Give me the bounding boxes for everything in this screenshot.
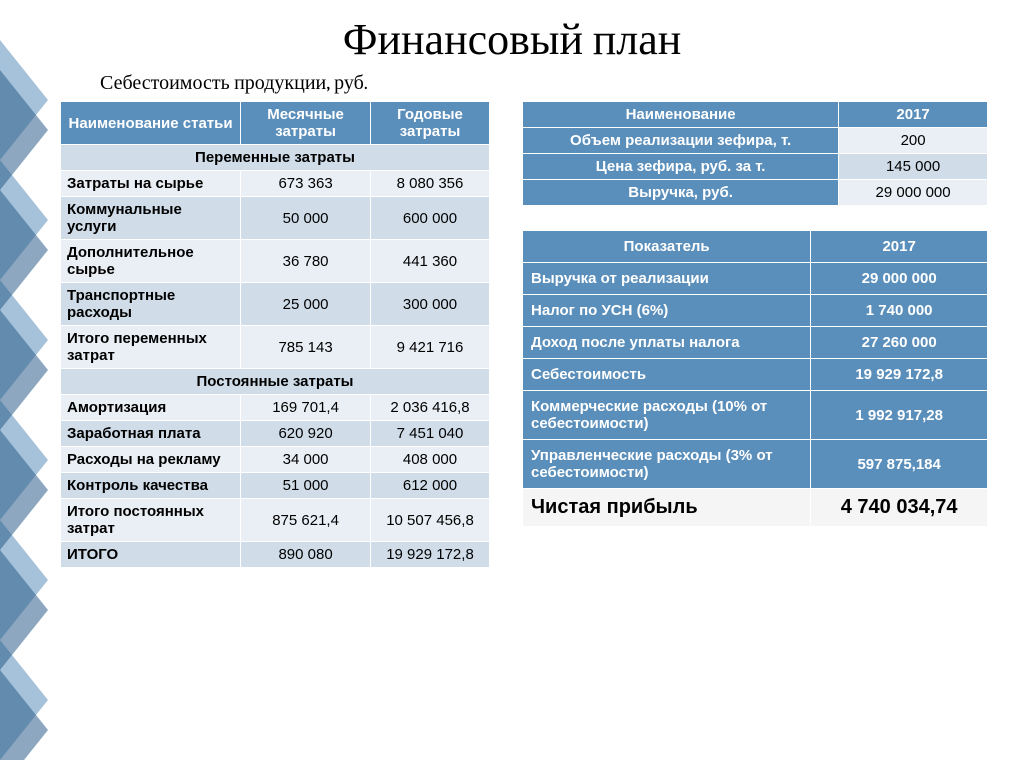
subtitle: Себестоимость продукции, руб. (0, 71, 1024, 101)
net-profit-row: Чистая прибыль 4 740 034,74 (523, 489, 988, 527)
table-row: Амортизация 169 701,4 2 036 416,8 (61, 395, 490, 421)
table-row: Объем реализации зефира, т. 200 (523, 128, 988, 154)
table-row: Доход после уплаты налога 27 260 000 (523, 327, 988, 359)
table-row: Себестоимость 19 929 172,8 (523, 359, 988, 391)
table-row: Затраты на сырье 673 363 8 080 356 (61, 171, 490, 197)
costs-table: Наименование статьи Месячные затраты Год… (60, 101, 490, 568)
table-row: Управленческие расходы (3% от себестоимо… (523, 440, 988, 489)
col-header: Наименование (523, 102, 839, 128)
col-header: 2017 (811, 231, 988, 263)
section-header: Переменные затраты (61, 145, 490, 171)
table-row: Коммунальные услуги 50 000 600 000 (61, 197, 490, 240)
col-header: 2017 (839, 102, 988, 128)
table-row: Цена зефира, руб. за т. 145 000 (523, 154, 988, 180)
profit-table: Показатель 2017 Выручка от реализации 29… (522, 230, 988, 527)
table-row: Заработная плата 620 920 7 451 040 (61, 421, 490, 447)
col-header: Месячные затраты (241, 102, 371, 145)
col-header: Показатель (523, 231, 811, 263)
revenue-table: Наименование 2017 Объем реализации зефир… (522, 101, 988, 206)
col-header: Наименование статьи (61, 102, 241, 145)
page-title: Финансовый план (0, 0, 1024, 71)
table-row: Контроль качества 51 000 612 000 (61, 473, 490, 499)
table-row: Итого постоянных затрат 875 621,4 10 507… (61, 499, 490, 542)
table-row: Налог по УСН (6%) 1 740 000 (523, 295, 988, 327)
section-header: Постоянные затраты (61, 369, 490, 395)
table-row: Итого переменных затрат 785 143 9 421 71… (61, 326, 490, 369)
table-row: Коммерческие расходы (10% от себестоимос… (523, 391, 988, 440)
table-row: ИТОГО 890 080 19 929 172,8 (61, 542, 490, 568)
table-row: Выручка, руб. 29 000 000 (523, 180, 988, 206)
table-row: Транспортные расходы 25 000 300 000 (61, 283, 490, 326)
col-header: Годовые затраты (371, 102, 490, 145)
table-row: Дополнительное сырье 36 780 441 360 (61, 240, 490, 283)
table-row: Выручка от реализации 29 000 000 (523, 263, 988, 295)
table-row: Расходы на рекламу 34 000 408 000 (61, 447, 490, 473)
